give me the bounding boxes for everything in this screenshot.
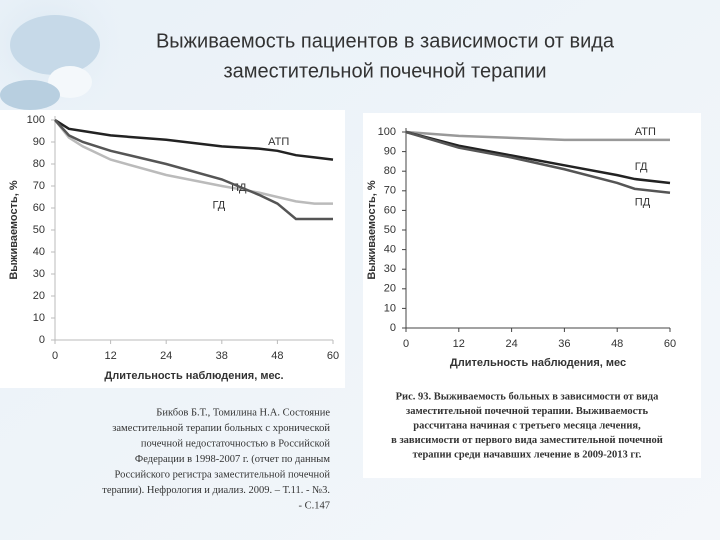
y-tick-label: 30 [33, 268, 45, 280]
x-tick-label: 0 [403, 338, 409, 350]
series-label: ГД [635, 161, 648, 173]
y-tick-label: 80 [33, 158, 45, 170]
citation-line: Российского регистра заместительной поче… [115, 469, 331, 480]
chart-panel [363, 113, 701, 478]
y-tick-label: 90 [384, 146, 396, 158]
y-tick-label: 10 [33, 312, 45, 324]
y-tick-label: 0 [390, 322, 396, 334]
series-line [405, 130, 671, 185]
x-tick-label: 60 [327, 350, 339, 362]
y-tick-label: 50 [33, 224, 45, 236]
doctor-image [0, 0, 120, 110]
figure-caption: терапии среди начавших лечение в 2009-20… [413, 449, 642, 460]
citation-line: терапии). Нефрология и диализ. 2009. – Т… [102, 485, 330, 496]
figure-caption: заместительной почечной терапии. Выживае… [406, 406, 648, 417]
y-tick-label: 70 [384, 185, 396, 197]
slide-title: заместительной почечной терапии [223, 60, 546, 82]
y-tick-label: 90 [33, 136, 45, 148]
y-tick-label: 100 [378, 126, 396, 138]
y-tick-label: 40 [33, 246, 45, 258]
figure-caption: рассчитана начиная с третьего месяца леч… [413, 420, 641, 431]
x-tick-label: 12 [104, 350, 116, 362]
series-line [54, 119, 333, 221]
y-tick-label: 70 [33, 180, 45, 192]
figure-caption: Рис. 93. Выживаемость больных в зависимо… [396, 391, 659, 402]
citation-line: почечной недостаточностью в Российской [141, 438, 330, 449]
y-tick-label: 40 [384, 244, 396, 256]
y-axis-label: Выживаемость, % [366, 180, 378, 280]
series-line [54, 119, 333, 205]
x-tick-label: 0 [52, 350, 58, 362]
y-axis-label: Выживаемость, % [8, 180, 20, 280]
y-tick-label: 0 [39, 334, 45, 346]
citation-line: - С.147 [299, 500, 331, 511]
citation-line: Федерации в 1998-2007 г. (отчет по данны… [135, 454, 330, 465]
x-tick-label: 60 [664, 338, 676, 350]
series-line [54, 118, 334, 161]
series-label: АТП [635, 126, 656, 138]
x-tick-label: 48 [271, 350, 283, 362]
series-label: ПД [635, 196, 651, 208]
x-axis-label: Длительность наблюдения, мес [450, 357, 626, 369]
x-tick-label: 36 [558, 338, 570, 350]
x-tick-label: 38 [216, 350, 228, 362]
y-tick-label: 100 [27, 114, 45, 126]
y-tick-label: 20 [33, 290, 45, 302]
chart-panel [0, 110, 345, 388]
x-tick-label: 12 [453, 338, 465, 350]
series-label: ГД [213, 200, 226, 212]
y-tick-label: 60 [384, 204, 396, 216]
citation-line: заместительной терапии больных с хрониче… [112, 423, 330, 434]
series-label: АТП [268, 136, 289, 148]
y-tick-label: 30 [384, 263, 396, 275]
series-line [405, 130, 671, 195]
series-line [405, 130, 670, 142]
y-tick-label: 60 [33, 202, 45, 214]
x-tick-label: 48 [611, 338, 623, 350]
y-tick-label: 20 [384, 283, 396, 295]
y-tick-label: 50 [384, 224, 396, 236]
y-tick-label: 80 [384, 165, 396, 177]
x-tick-label: 24 [160, 350, 172, 362]
citation-line: Бикбов Б.Т., Томилина Н.А. Состояние [156, 407, 330, 418]
x-axis-label: Длительность наблюдения, мес. [104, 370, 283, 382]
y-tick-label: 10 [384, 302, 396, 314]
slide-title: Выживаемость пациентов в зависимости от … [156, 30, 615, 52]
x-tick-label: 24 [505, 338, 517, 350]
figure-caption: в зависимости от первого вида заместител… [391, 435, 663, 446]
